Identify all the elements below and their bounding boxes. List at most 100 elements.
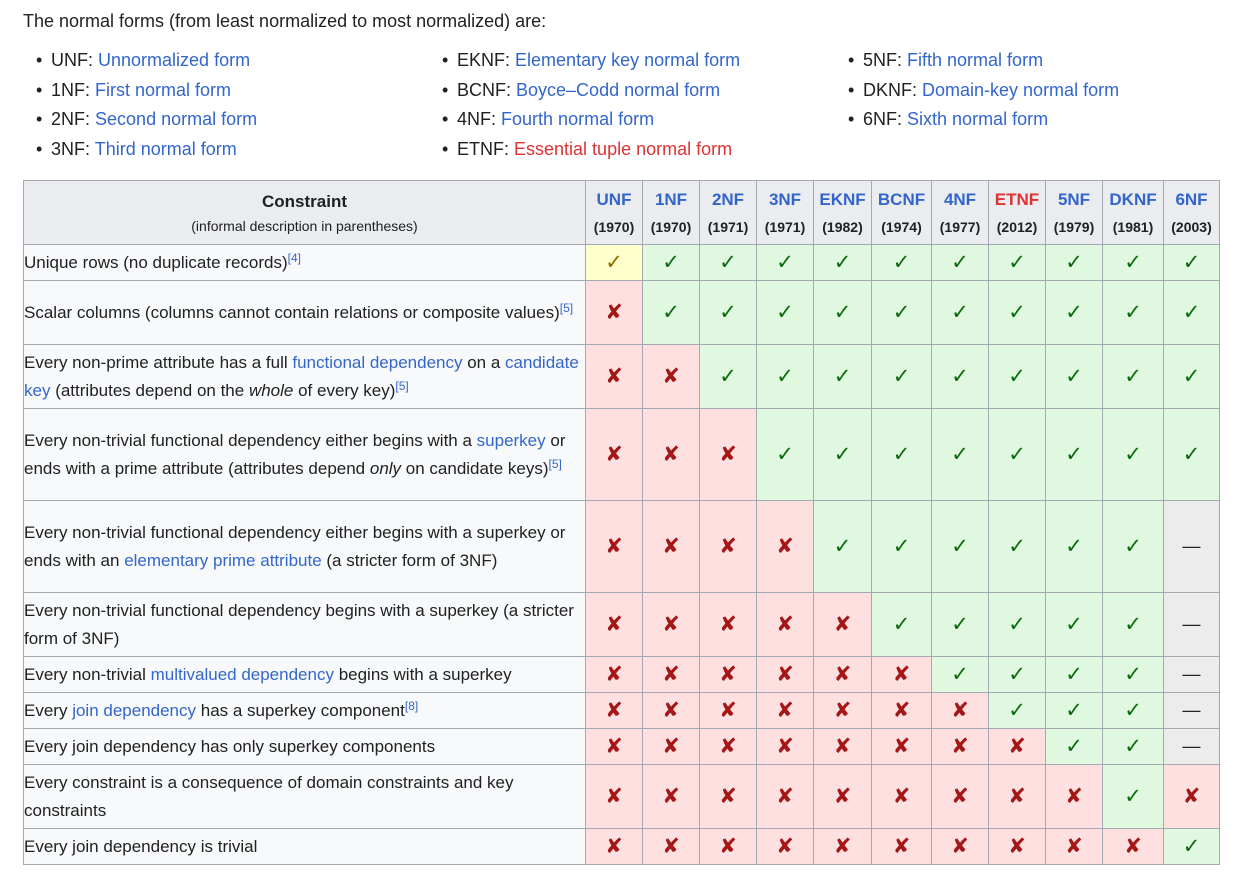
forms-column-2: • EKNF: Elementary key normal form • BCNF: … — [442, 46, 740, 164]
normal-form-abbr: EKNF: — [457, 50, 511, 70]
normal-form-link-domain-key-normal-form[interactable]: Domain-key normal form — [922, 79, 1120, 100]
cross-icon: ✘ — [892, 835, 911, 858]
table-row: Every join dependency has only superkey … — [23, 728, 1220, 765]
link-join-dependency[interactable]: join dependency — [72, 700, 197, 720]
cross-icon: ✘ — [776, 785, 794, 808]
status-cell-bcnf: ✘ — [871, 764, 932, 829]
cross-icon: ✘ — [951, 699, 969, 722]
citation-link[interactable]: [5] — [395, 378, 409, 393]
column-link-5nf[interactable]: 5NF — [1057, 189, 1091, 209]
normal-form-item: • ETNF: Essential tuple normal form — [442, 135, 740, 165]
check-icon: ✓ — [833, 365, 852, 388]
normal-form-link-elementary-key-normal-form[interactable]: Elementary key normal form — [515, 50, 741, 70]
normal-form-link-boyce-codd-normal-form[interactable]: Boyce–Codd normal form — [516, 79, 721, 100]
column-header-dknf: DKNF (1981) — [1102, 180, 1164, 245]
cross-icon: ✘ — [951, 785, 969, 808]
status-cell-dknf: ✓ — [1102, 592, 1164, 657]
check-icon: ✓ — [605, 251, 623, 274]
column-link-4nf[interactable]: 4NF — [943, 189, 977, 209]
status-cell-unf: ✓ — [585, 244, 643, 281]
normal-form-link-fourth-normal-form[interactable]: Fourth normal form — [501, 109, 655, 130]
status-cell-dknf: ✓ — [1102, 764, 1164, 829]
description-text: on candidate keys) — [401, 458, 549, 478]
column-link-3nf[interactable]: 3NF — [768, 189, 802, 209]
check-icon: ✓ — [776, 365, 794, 388]
status-cell-etnf: ✓ — [988, 692, 1046, 729]
check-icon: ✓ — [719, 301, 737, 324]
cross-icon: ✘ — [776, 835, 794, 858]
cross-icon: ✘ — [605, 835, 623, 858]
status-cell-3nf: ✘ — [756, 828, 814, 865]
normal-form-link-first-normal-form[interactable]: First normal form — [95, 79, 232, 100]
normal-form-abbr: UNF: — [51, 50, 93, 70]
column-link-2nf[interactable]: 2NF — [711, 189, 745, 209]
link-elementary-prime-attribute[interactable]: elementary prime attribute — [124, 550, 322, 570]
status-cell-5nf: ✓ — [1045, 244, 1103, 281]
cross-icon: ✘ — [662, 699, 680, 722]
check-icon: ✓ — [719, 251, 737, 274]
cross-icon: ✘ — [951, 735, 969, 758]
column-link-eknf[interactable]: EKNF — [819, 189, 866, 209]
cross-icon: ✘ — [662, 535, 680, 558]
cross-icon: ✘ — [662, 735, 680, 758]
status-cell-2nf: ✘ — [699, 764, 757, 829]
link-superkey[interactable]: superkey — [476, 430, 546, 450]
normal-form-link-essential-tuple-normal-form[interactable]: Essential tuple normal form — [514, 138, 733, 159]
normal-form-link-second-normal-form[interactable]: Second normal form — [95, 109, 258, 130]
status-cell-6nf: — — [1163, 592, 1220, 657]
cross-icon: ✘ — [662, 365, 680, 388]
status-cell-unf: ✘ — [585, 408, 643, 501]
status-cell-4nf: ✘ — [931, 828, 989, 865]
normal-form-link-sixth-normal-form[interactable]: Sixth normal form — [907, 109, 1049, 130]
column-link-etnf[interactable]: ETNF — [994, 189, 1040, 209]
citation-link[interactable]: [8] — [404, 698, 419, 713]
status-cell-5nf: ✓ — [1045, 344, 1103, 409]
normal-form-link-unnormalized-form[interactable]: Unnormalized form — [98, 50, 251, 70]
link-functional-dependency[interactable]: functional dependency — [292, 352, 463, 372]
status-cell-bcnf: ✓ — [871, 280, 932, 345]
check-icon: ✓ — [1124, 735, 1142, 758]
status-cell-1nf: ✘ — [642, 764, 700, 829]
bullet-icon: • — [442, 50, 449, 70]
cross-icon: ✘ — [776, 535, 794, 558]
check-icon: ✓ — [892, 251, 911, 274]
cross-icon: ✘ — [1008, 735, 1026, 758]
status-cell-2nf: ✘ — [699, 656, 757, 693]
check-icon: ✓ — [1124, 365, 1142, 388]
cross-icon: ✘ — [833, 613, 852, 636]
column-link-unf[interactable]: UNF — [596, 189, 632, 209]
citation-link[interactable]: [5] — [548, 456, 562, 471]
column-link-dknf[interactable]: DKNF — [1109, 189, 1157, 209]
column-link-bcnf[interactable]: BCNF — [877, 189, 926, 209]
link-candidate-key[interactable]: candidate key — [24, 352, 579, 400]
cross-icon: ✘ — [605, 365, 623, 388]
citation-link[interactable]: [5] — [559, 300, 574, 315]
status-cell-unf: ✘ — [585, 280, 643, 345]
bullet-icon: • — [442, 109, 449, 130]
column-link-6nf[interactable]: 6NF — [1175, 189, 1208, 209]
description-text: begins with a superkey — [333, 664, 512, 684]
check-icon: ✓ — [951, 443, 969, 466]
status-cell-eknf: ✘ — [813, 828, 872, 865]
cross-icon: ✘ — [719, 735, 737, 758]
table-row: Every join dependency has a superkey com… — [23, 692, 1220, 729]
constraint-header-subtitle: (informal description in parentheses) — [191, 217, 418, 234]
column-header-2nf: 2NF (1971) — [699, 180, 757, 245]
normal-form-item: • EKNF: Elementary key normal form — [442, 46, 740, 76]
normal-form-link-third-normal-form[interactable]: Third normal form — [94, 138, 237, 159]
status-cell-etnf: ✓ — [988, 592, 1046, 657]
table-row: Every non-prime attribute has a full fun… — [23, 344, 1220, 409]
status-cell-bcnf: ✘ — [871, 656, 932, 693]
table-row: Every non-trivial functional dependency … — [23, 408, 1220, 501]
status-cell-etnf: ✘ — [988, 828, 1046, 865]
status-cell-3nf: ✘ — [756, 692, 814, 729]
status-cell-4nf: ✓ — [931, 592, 989, 657]
status-cell-2nf: ✓ — [699, 244, 757, 281]
citation-link[interactable]: [4] — [287, 250, 301, 265]
table-row: Scalar columns (columns cannot contain r… — [23, 280, 1220, 345]
status-cell-etnf: ✓ — [988, 280, 1046, 345]
intro-text: The normal forms (from least normalized … — [23, 11, 547, 31]
column-link-1nf[interactable]: 1NF — [654, 189, 688, 209]
link-multivalued-dependency[interactable]: multivalued dependency — [150, 664, 334, 684]
normal-form-link-fifth-normal-form[interactable]: Fifth normal form — [907, 50, 1044, 70]
